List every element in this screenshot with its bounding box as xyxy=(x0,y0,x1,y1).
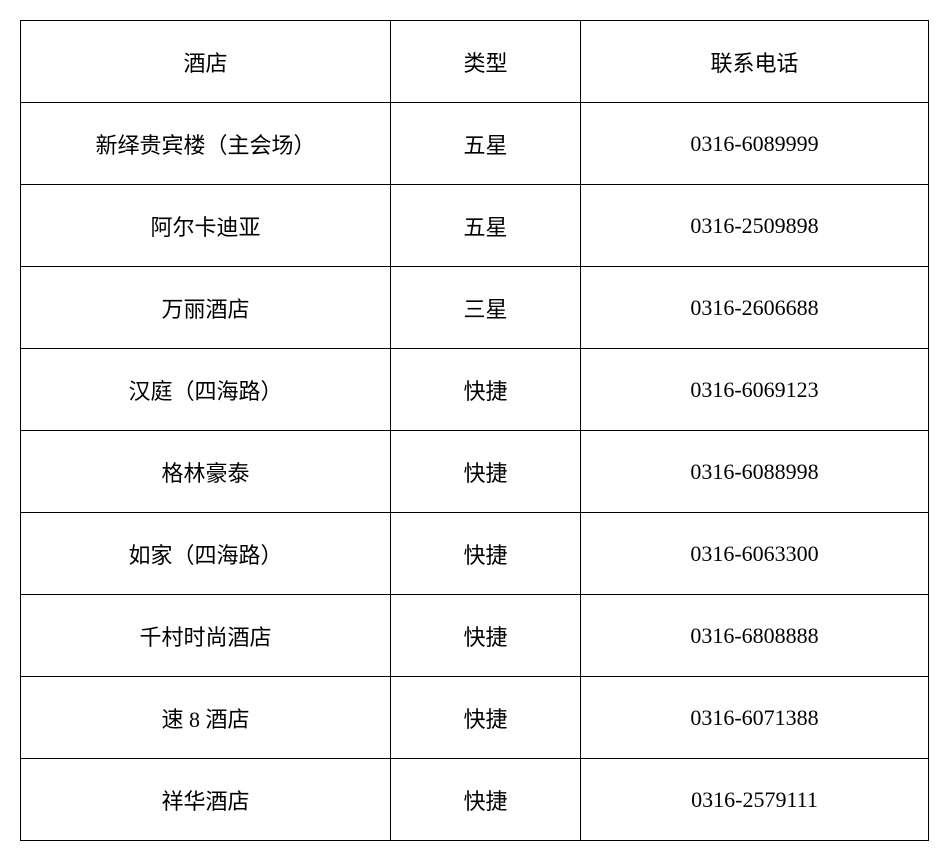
cell-phone: 0316-6089999 xyxy=(581,103,929,185)
col-header-hotel: 酒店 xyxy=(21,21,391,103)
cell-type: 快捷 xyxy=(391,431,581,513)
table-row: 祥华酒店 快捷 0316-2579111 xyxy=(21,759,929,841)
cell-type: 快捷 xyxy=(391,513,581,595)
cell-hotel: 千村时尚酒店 xyxy=(21,595,391,677)
cell-phone: 0316-6088998 xyxy=(581,431,929,513)
cell-type: 五星 xyxy=(391,185,581,267)
cell-phone: 0316-2509898 xyxy=(581,185,929,267)
cell-hotel: 格林豪泰 xyxy=(21,431,391,513)
cell-type: 五星 xyxy=(391,103,581,185)
cell-type: 快捷 xyxy=(391,349,581,431)
table-row: 阿尔卡迪亚 五星 0316-2509898 xyxy=(21,185,929,267)
cell-hotel: 如家（四海路） xyxy=(21,513,391,595)
cell-phone: 0316-2579111 xyxy=(581,759,929,841)
cell-phone: 0316-2606688 xyxy=(581,267,929,349)
cell-type: 快捷 xyxy=(391,759,581,841)
table-row: 如家（四海路） 快捷 0316-6063300 xyxy=(21,513,929,595)
cell-type: 快捷 xyxy=(391,677,581,759)
cell-phone: 0316-6071388 xyxy=(581,677,929,759)
table-row: 新绎贵宾楼（主会场） 五星 0316-6089999 xyxy=(21,103,929,185)
col-header-type: 类型 xyxy=(391,21,581,103)
cell-phone: 0316-6063300 xyxy=(581,513,929,595)
table-header-row: 酒店 类型 联系电话 xyxy=(21,21,929,103)
table-row: 万丽酒店 三星 0316-2606688 xyxy=(21,267,929,349)
hotel-table: 酒店 类型 联系电话 新绎贵宾楼（主会场） 五星 0316-6089999 阿尔… xyxy=(20,20,929,841)
table-row: 速 8 酒店 快捷 0316-6071388 xyxy=(21,677,929,759)
table-row: 汉庭（四海路） 快捷 0316-6069123 xyxy=(21,349,929,431)
cell-type: 三星 xyxy=(391,267,581,349)
cell-phone: 0316-6808888 xyxy=(581,595,929,677)
cell-phone: 0316-6069123 xyxy=(581,349,929,431)
table-body: 新绎贵宾楼（主会场） 五星 0316-6089999 阿尔卡迪亚 五星 0316… xyxy=(21,103,929,841)
table-row: 千村时尚酒店 快捷 0316-6808888 xyxy=(21,595,929,677)
cell-hotel: 万丽酒店 xyxy=(21,267,391,349)
cell-hotel: 速 8 酒店 xyxy=(21,677,391,759)
table-row: 格林豪泰 快捷 0316-6088998 xyxy=(21,431,929,513)
cell-hotel: 新绎贵宾楼（主会场） xyxy=(21,103,391,185)
cell-hotel: 汉庭（四海路） xyxy=(21,349,391,431)
col-header-phone: 联系电话 xyxy=(581,21,929,103)
cell-type: 快捷 xyxy=(391,595,581,677)
cell-hotel: 祥华酒店 xyxy=(21,759,391,841)
cell-hotel: 阿尔卡迪亚 xyxy=(21,185,391,267)
